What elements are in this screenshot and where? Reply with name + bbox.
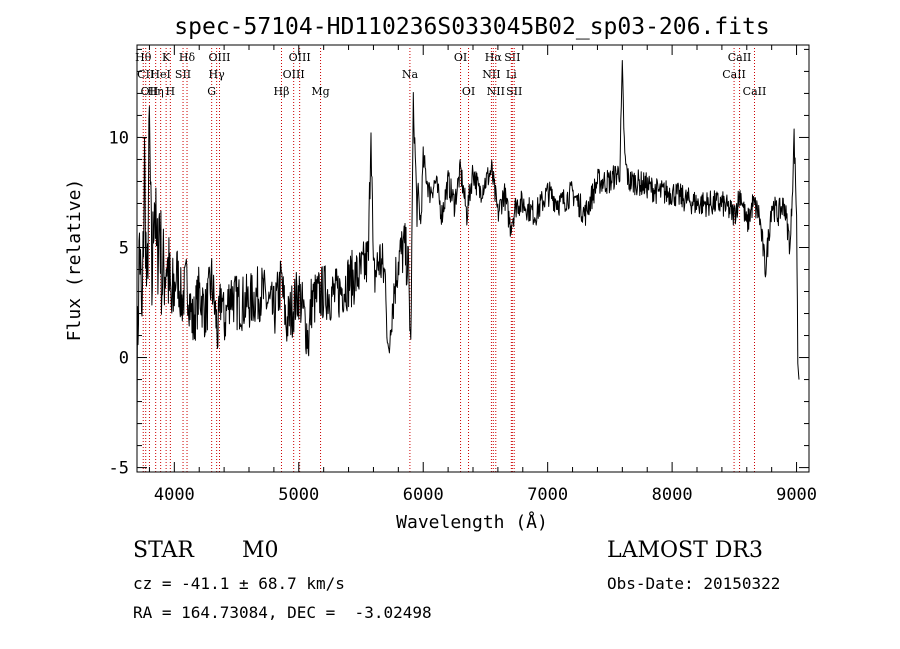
line-marker-label: K [162,51,171,64]
line-marker-label: SII [504,51,520,64]
object-class: STAR [133,538,194,563]
coordinates: RA = 164.73084, DEC = -3.02498 [133,603,432,622]
line-marker-label: Hβ [274,85,290,98]
line-marker-label: NII [487,85,505,98]
x-tick-label: 7000 [527,485,568,505]
y-tick-label: -5 [109,459,129,479]
line-marker-label: Na [402,68,419,81]
line-marker-label: OIII [289,51,311,64]
subclass: M0 [242,538,279,563]
spectrum-line [136,60,800,433]
redshift-value: cz = -41.1 ± 68.7 km/s [133,574,345,593]
line-marker-label: Hη [148,85,164,98]
line-marker-label: CaII [728,51,752,64]
line-marker-label: Hθ [135,51,152,64]
line-marker-label: OIII [283,68,305,81]
x-tick-label: 5000 [278,485,319,505]
axes: 4000 5000 6000 7000 8000 9000 -5 0 5 10 [109,45,817,505]
x-axis-label: Wavelength (Å) [396,511,548,533]
line-marker-label: HeI [150,68,170,81]
plot-frame [136,44,810,473]
line-marker-label: SII [506,85,522,98]
line-marker-label: Mg [311,85,329,98]
line-marker-label: H [166,85,176,98]
obs-date: Obs-Date: 20150322 [607,574,781,593]
line-marker-label: CaII [722,68,746,81]
y-tick-label: 0 [119,349,129,369]
line-marker-label: Hγ [209,68,226,81]
line-marker-label: OIII [208,51,230,64]
y-axis-label: Flux (relative) [64,179,85,342]
x-tick-label: 9000 [776,485,817,505]
y-tick-label: 10 [109,128,129,148]
line-marker-label: Hα [485,51,503,64]
line-marker-label: Li [506,68,517,81]
line-marker-label: G [207,85,216,98]
line-marker-label: NII [482,68,500,81]
line-marker-label: CaII [743,85,767,98]
y-tick-label: 5 [119,238,129,258]
line-marker-label: OI [462,85,475,98]
spectrum-series [136,60,800,433]
x-tick-label: 8000 [652,485,693,505]
line-marker-label: OII [141,85,159,98]
line-marker-label: Hδ [179,51,196,64]
chart-title: spec-57104-HD110236S033045B02_sp03-206.f… [174,14,769,40]
x-tick-label: 6000 [403,485,444,505]
line-marker-label: SII [175,68,191,81]
survey-name: LAMOST DR3 [607,538,763,563]
line-marker-label: OI [454,51,467,64]
x-tick-label: 4000 [154,485,195,505]
emission-line-markers: HθCIIOIIHηHeIKHSIIHδGHγOIIIHβOIIIOIIIMgN… [135,48,766,472]
